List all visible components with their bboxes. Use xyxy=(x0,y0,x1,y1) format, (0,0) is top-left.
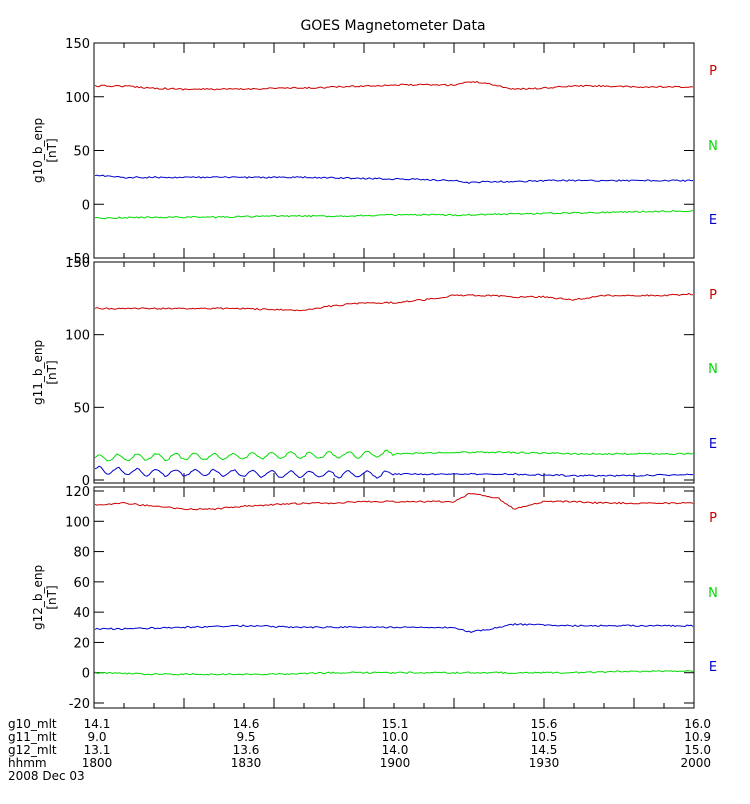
panel-frame xyxy=(93,261,695,484)
y-tick-label: 40 xyxy=(73,606,90,621)
footer-value: 1900 xyxy=(380,756,411,770)
footer-value: 15.6 xyxy=(531,717,558,731)
footer-value: 10.9 xyxy=(684,730,711,744)
legend-N: N xyxy=(708,362,718,377)
y-tick-label: 20 xyxy=(73,636,90,651)
y-axis-unit: [nT] xyxy=(45,360,59,384)
footer-value: 2000 xyxy=(680,756,711,770)
y-axis-unit: [nT] xyxy=(45,138,59,162)
y-tick-label: 150 xyxy=(65,37,90,52)
footer-value: 14.0 xyxy=(382,743,409,757)
footer-value: 14.6 xyxy=(233,717,260,731)
legend-P: P xyxy=(709,288,717,303)
footer-row-label: g11_mlt xyxy=(8,730,57,744)
y-tick-label: 80 xyxy=(73,546,90,561)
series-line-E xyxy=(94,174,694,184)
series-line-P xyxy=(94,80,694,91)
footer-table: 2008 Dec 03 g10_mlt 14.1 14.6 15.1 15.6 16.0 g… xyxy=(8,717,711,783)
y-tick-label: 60 xyxy=(73,576,90,591)
series-line-N xyxy=(94,669,694,676)
panel-1: -50 0 50 100 150 g10_b_enp [nT] P N E xyxy=(31,37,718,267)
legend-P: P xyxy=(709,64,717,79)
series-line-E xyxy=(94,465,694,479)
footer-row-label: hhmm xyxy=(8,756,47,770)
chart-title: GOES Magnetometer Data xyxy=(300,18,485,34)
y-tick-label: 0 xyxy=(82,667,90,682)
y-tick-label: 100 xyxy=(65,329,90,344)
footer-value: 16.0 xyxy=(684,717,711,731)
footer-row-label: g10_mlt xyxy=(8,717,57,731)
series-line-P xyxy=(94,292,694,312)
footer-row-label: g12_mlt xyxy=(8,743,57,757)
y-tick-label: 120 xyxy=(65,485,90,500)
footer-value: 1930 xyxy=(529,756,560,770)
footer-value: 15.0 xyxy=(684,743,711,757)
series-line-N xyxy=(94,449,694,462)
y-tick-label: 150 xyxy=(65,256,90,271)
y-tick-label: 100 xyxy=(65,515,90,530)
footer-value: 1830 xyxy=(231,756,262,770)
y-axis-label: g10_b_enp xyxy=(31,118,45,183)
footer-value: 1800 xyxy=(82,756,113,770)
panel-frame xyxy=(93,486,695,709)
legend-P: P xyxy=(709,511,717,526)
footer-value: 9.5 xyxy=(236,730,255,744)
footer-value: 15.1 xyxy=(382,717,409,731)
y-tick-label: 100 xyxy=(65,91,90,106)
footer-value: 13.1 xyxy=(84,743,111,757)
legend-N: N xyxy=(708,139,718,154)
y-tick-label: -20 xyxy=(69,697,90,712)
y-tick-label: -50 xyxy=(69,252,90,267)
footer-value: 13.6 xyxy=(233,743,260,757)
footer-value: 9.0 xyxy=(87,730,106,744)
panel-3: -20 0 20 40 60 80 100 120 g12_b_enp [nT] P N E xyxy=(31,485,718,712)
footer-value: 14.5 xyxy=(531,743,558,757)
series-line-P xyxy=(94,492,694,511)
y-tick-label: 50 xyxy=(73,401,90,416)
y-axis-label: g11_b_enp xyxy=(31,340,45,405)
series-line-N xyxy=(94,209,694,220)
legend-E: E xyxy=(709,660,717,675)
legend-E: E xyxy=(709,213,717,228)
y-tick-label: 0 xyxy=(82,198,90,213)
panel-2: 0 50 100 150 g11_b_enp [nT] P N E xyxy=(31,256,718,489)
y-axis-unit: [nT] xyxy=(45,585,59,609)
panel-frame xyxy=(93,42,695,259)
footer-date: 2008 Dec 03 xyxy=(8,769,85,783)
footer-value: 10.5 xyxy=(531,730,558,744)
legend-E: E xyxy=(709,437,717,452)
y-tick-label: 0 xyxy=(82,474,90,489)
y-tick-label: 50 xyxy=(73,145,90,160)
legend-N: N xyxy=(708,586,718,601)
y-axis-label: g12_b_enp xyxy=(31,565,45,630)
series-line-E xyxy=(94,622,694,633)
footer-value: 10.0 xyxy=(382,730,409,744)
footer-value: 14.1 xyxy=(84,717,111,731)
